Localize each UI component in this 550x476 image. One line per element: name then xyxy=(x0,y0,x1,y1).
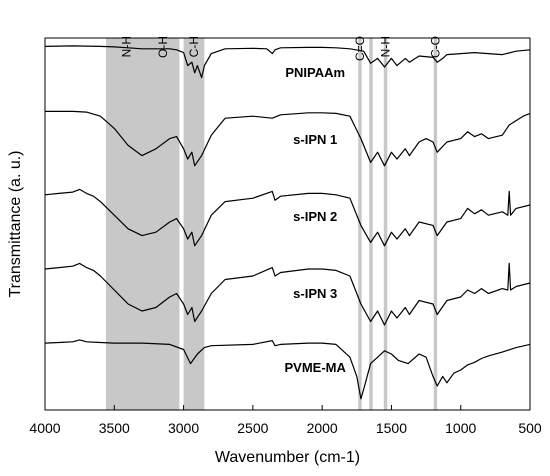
series-label: PNIPAAm xyxy=(285,65,345,80)
series-labels: PNIPAAm s-IPN 1 s-IPN 2 s-IPN 3 PVME-MA xyxy=(285,65,347,375)
x-tick-label: 3000 xyxy=(168,420,199,436)
shaded-band xyxy=(369,38,373,410)
x-tick-label: 4000 xyxy=(29,420,60,436)
shaded-band xyxy=(105,38,180,410)
shaded-band xyxy=(183,38,205,410)
x-tick-label: 3500 xyxy=(99,420,130,436)
plot-frame xyxy=(44,37,531,411)
band-label: N-H xyxy=(379,36,393,57)
x-tick-label: 2500 xyxy=(237,420,268,436)
band-labels: N-H O-H C-H C=O N-H C-O xyxy=(119,36,442,61)
spectrum-line xyxy=(44,262,531,326)
spectra xyxy=(44,45,531,400)
y-axis-label: Transmittance (a. u.) xyxy=(7,150,24,297)
spectrum-line xyxy=(44,45,531,79)
spectrum-line xyxy=(45,110,531,167)
band-label: C-H xyxy=(187,36,201,57)
x-tick-label: 2000 xyxy=(307,420,338,436)
shaded-band xyxy=(383,38,388,410)
spectrum-line xyxy=(44,339,531,400)
x-tick-label: 1500 xyxy=(376,420,407,436)
x-ticks: 4000 3500 3000 2500 2000 1500 1000 500 xyxy=(29,405,542,436)
series-label: s-IPN 1 xyxy=(293,132,337,147)
series-label: s-IPN 2 xyxy=(293,209,337,224)
band-label: C-O xyxy=(428,36,442,58)
spectrum-line xyxy=(44,188,531,247)
band-label: N-H xyxy=(119,36,133,57)
band-label: O-H xyxy=(156,36,170,58)
shaded-band xyxy=(433,38,438,410)
series-label: s-IPN 3 xyxy=(293,286,337,301)
series-label: PVME-MA xyxy=(285,360,347,375)
x-tick-label: 1000 xyxy=(445,420,476,436)
x-axis-label: Wavenumber (cm-1) xyxy=(215,449,360,466)
x-tick-label: 500 xyxy=(518,420,542,436)
shaded-bands xyxy=(105,38,438,410)
band-label: C=O xyxy=(353,36,367,61)
